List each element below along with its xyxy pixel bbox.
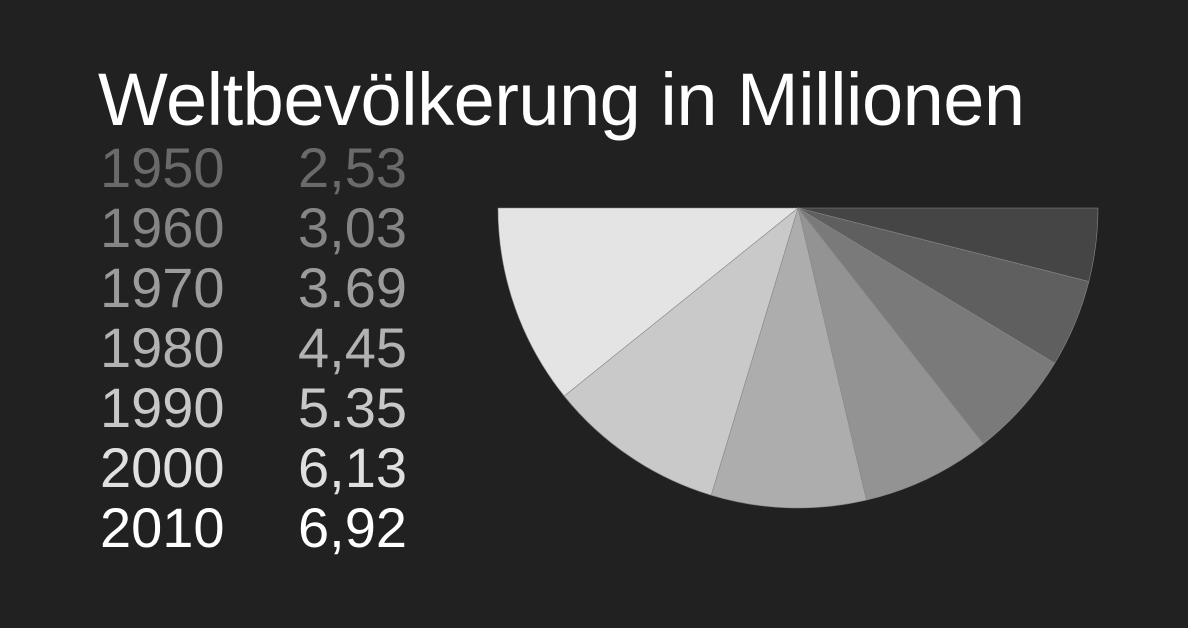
table-row: 1970 3.69 — [100, 258, 440, 318]
pie-slice-1990 — [710, 206, 867, 509]
value-label: 4,45 — [298, 316, 407, 379]
table-row: 1990 5.35 — [100, 378, 440, 438]
year-label: 1990 — [100, 376, 225, 439]
pie-slice-2000 — [563, 207, 799, 496]
table-row: 1980 4,45 — [100, 318, 440, 378]
chart-title: Weltbevölkerung in Millionen — [98, 58, 1025, 141]
value-label: 2,53 — [298, 136, 407, 199]
table-row: 1950 2,53 — [100, 138, 440, 198]
value-label: 5.35 — [298, 376, 407, 439]
value-label: 6,92 — [298, 496, 407, 559]
value-label: 3,03 — [298, 196, 407, 259]
pie-slice-1980 — [797, 207, 984, 501]
table-row: 1960 3,03 — [100, 198, 440, 258]
year-label: 1980 — [100, 316, 225, 379]
value-label: 6,13 — [298, 436, 407, 499]
data-table: 1950 2,53 1960 3,03 1970 3.69 1980 4,45 1990 5.35… — [100, 138, 440, 558]
year-label: 1950 — [100, 136, 225, 199]
year-label: 1960 — [100, 196, 225, 259]
year-label: 2000 — [100, 436, 225, 499]
year-label: 1970 — [100, 256, 225, 319]
pie-slice-2010 — [497, 207, 799, 397]
table-row: 2010 6,92 — [100, 498, 440, 558]
table-row: 2000 6,13 — [100, 438, 440, 498]
year-label: 2010 — [100, 496, 225, 559]
value-label: 3.69 — [298, 256, 407, 319]
